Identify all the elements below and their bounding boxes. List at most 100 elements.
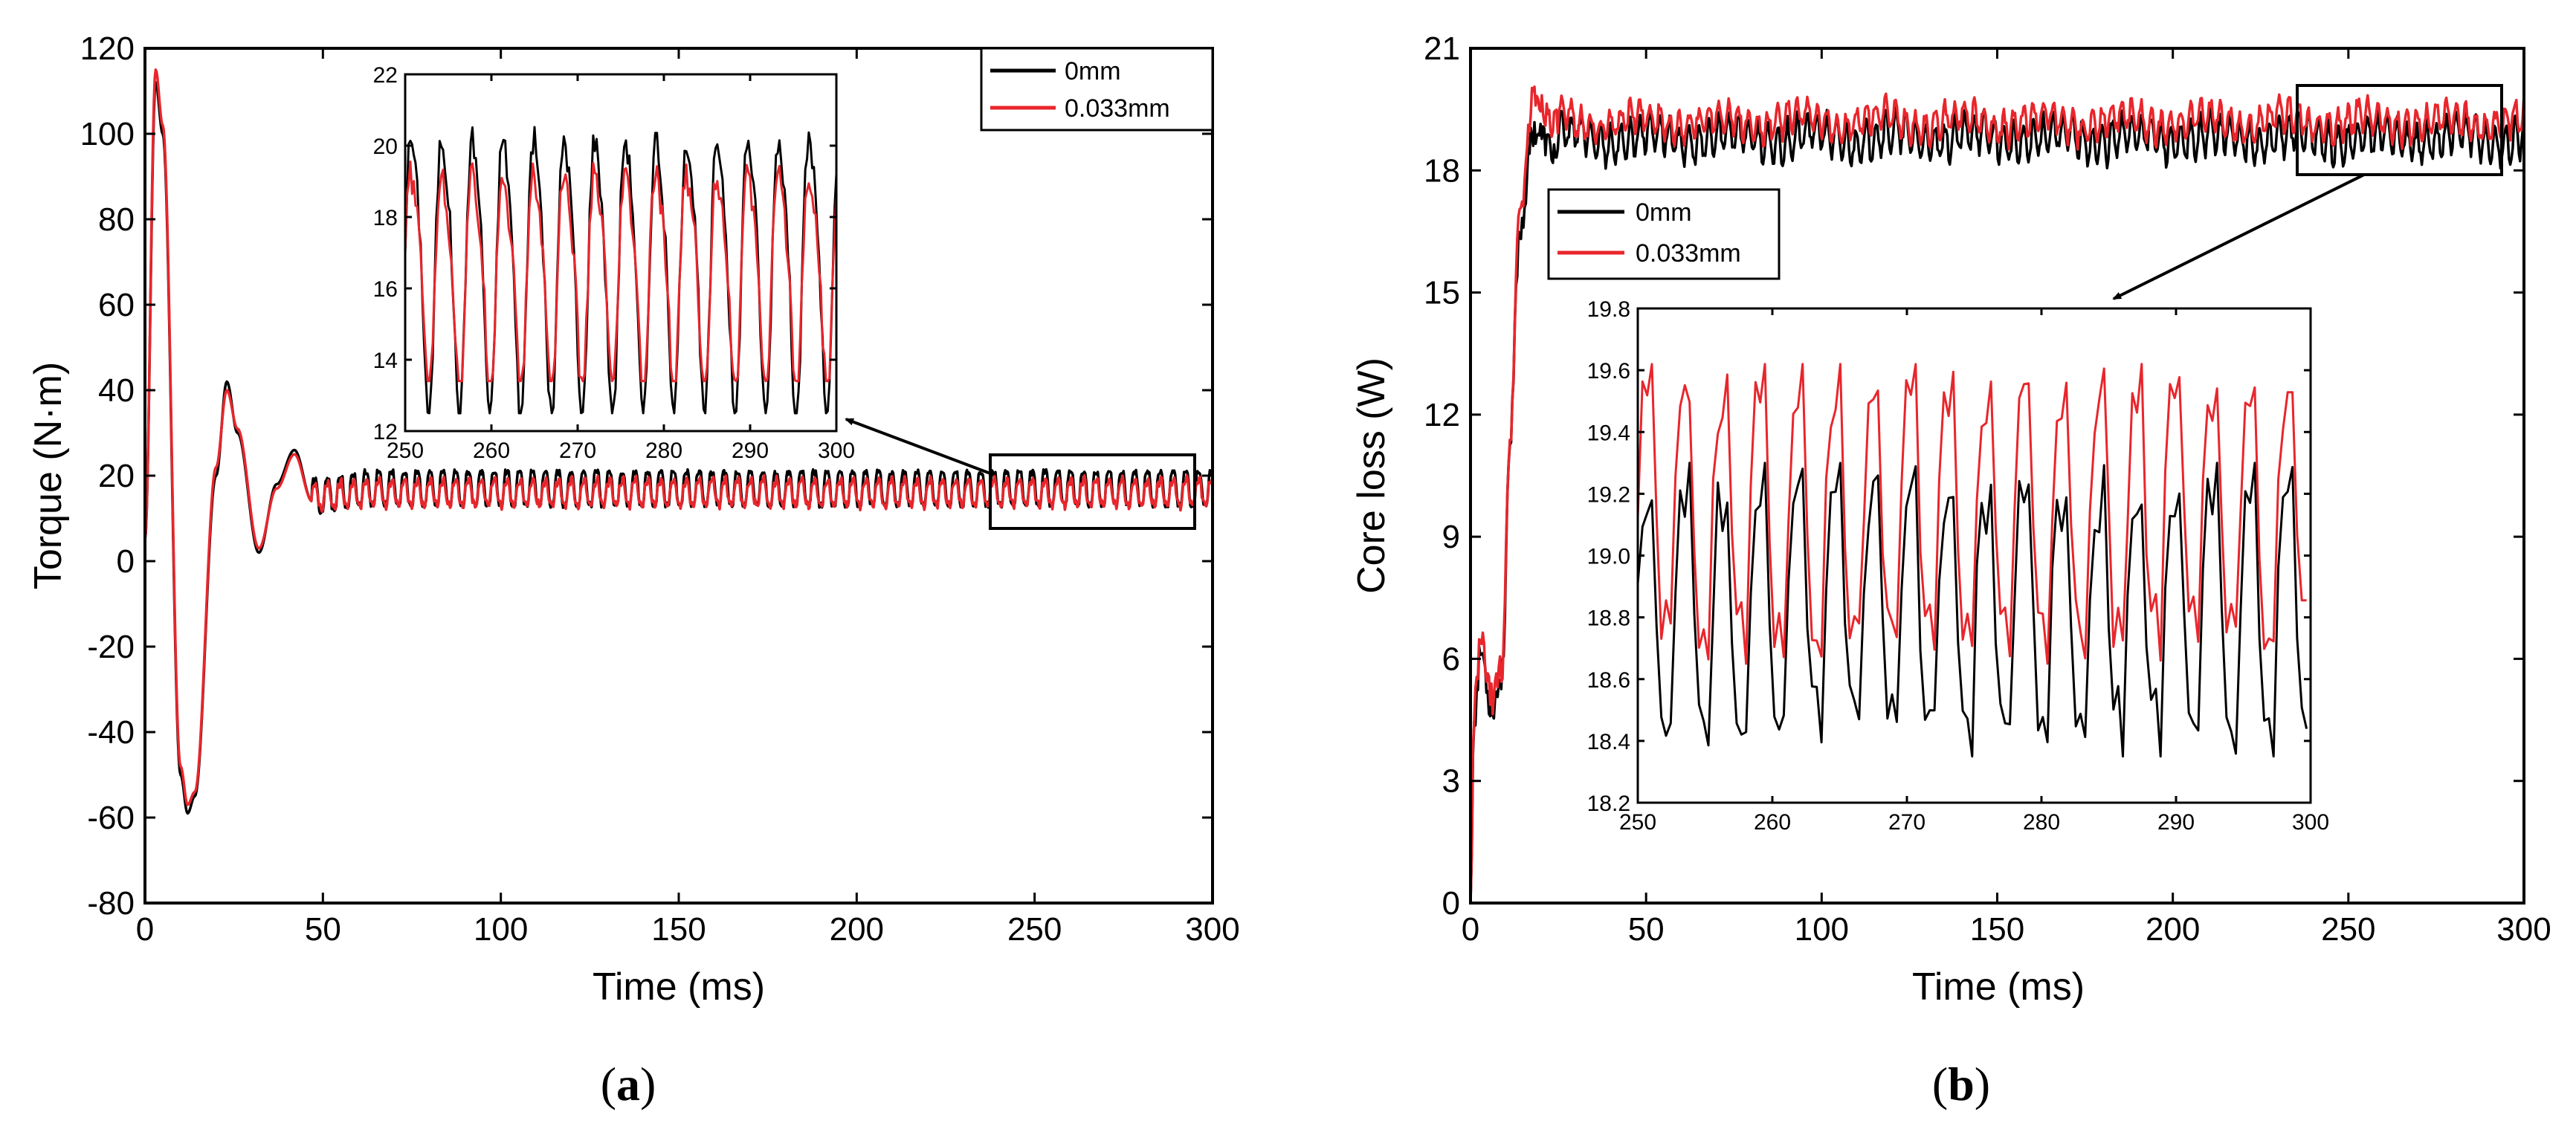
panel-a-x-tick-label: 200 xyxy=(830,911,884,948)
panel-b-inset-y-tick-label: 18.2 xyxy=(1587,792,1630,816)
panel-a-x-tick-label: 50 xyxy=(305,911,341,948)
panel-b-y-tick-label: 12 xyxy=(1424,397,1460,433)
panel-b-inset-y-tick-label: 18.8 xyxy=(1587,606,1630,631)
panel-b-caption-letter: b xyxy=(1948,1058,1975,1110)
panel-a-legend-label-0mm: 0mm xyxy=(1065,57,1121,85)
panel-b-y-tick-label: 0 xyxy=(1442,885,1460,922)
panel-b-inset-y-axis: 18.2 18.4 18.6 18.8 19.0 19.2 19.4 19.6 19.8 xyxy=(1587,297,2311,816)
panel-b-legend: 0mm 0.033mm xyxy=(1547,188,1781,280)
panel-a-inset-0mm-line xyxy=(404,126,838,415)
panel-a-caption: (a) xyxy=(601,1058,656,1110)
panel-b-zoom-arrow xyxy=(2112,173,2365,300)
panel-b-y-tick-label: 21 xyxy=(1424,30,1460,67)
panel-b-inset-y-tick-label: 18.6 xyxy=(1587,668,1630,693)
panel-a-y-tick-label: 80 xyxy=(98,201,135,238)
panel-a-x-label: Time (ms) xyxy=(593,965,765,1009)
panel-b-y-tick-label: 15 xyxy=(1424,275,1460,311)
panel-a-inset-x-tick-label: 250 xyxy=(387,439,424,463)
panel-b-series-0033mm-line xyxy=(1469,85,2525,904)
panel-b-legend-box xyxy=(1547,188,1781,280)
panel-b-x-axis: 0 50 100 150 200 250 300 xyxy=(1462,48,2551,948)
panel-a-x-tick-label: 150 xyxy=(651,911,706,948)
panel-b-inset-y-tick-label: 19.4 xyxy=(1587,421,1630,445)
panel-b-y-tick-label: 6 xyxy=(1442,641,1460,677)
panel-a-y-tick-label: 60 xyxy=(98,287,135,323)
panel-a-inset-x-axis: 250 260 270 280 290 300 xyxy=(387,74,855,463)
panel-b-series-0mm-line xyxy=(1469,104,2525,904)
panel-a-inset-y-tick-label: 14 xyxy=(373,349,398,373)
panel-a-legend-label-0033mm: 0.033mm xyxy=(1065,94,1170,123)
panel-a-inset-y-tick-label: 20 xyxy=(373,135,398,159)
panel-a-x-tick-label: 100 xyxy=(474,911,528,948)
panel-b-inset-x-tick-label: 250 xyxy=(1619,810,1656,835)
panel-b-zoom-box xyxy=(2296,84,2503,176)
panel-b-inset-series xyxy=(1636,363,2308,758)
panel-b-inset-x-tick-label: 270 xyxy=(1888,810,1925,835)
panel-b-x-tick-label: 150 xyxy=(1970,911,2024,948)
panel-b-x-label: Time (ms) xyxy=(1912,965,2085,1009)
panel-a-inset-x-tick-label: 300 xyxy=(818,439,855,463)
panel-b-inset-y-tick-label: 18.4 xyxy=(1587,730,1630,754)
panel-b-inset-x-axis: 250 260 270 280 290 300 xyxy=(1619,308,2329,835)
panel-a-inset-y-tick-label: 16 xyxy=(373,277,398,302)
panel-a-caption-letter: a xyxy=(616,1058,640,1110)
panel-b-legend-label-0mm: 0mm xyxy=(1636,198,1692,227)
panel-a-zoom-box xyxy=(989,453,1196,530)
panel-a-y-tick-label: 40 xyxy=(98,372,135,409)
panel-a-y-label: Torque (N·m) xyxy=(27,362,70,589)
panel-a-chart: 0 50 100 150 200 250 300 -80 -60 -40 -20 0 20 40 60 80… xyxy=(27,30,1240,1110)
panel-a-inset-x-tick-label: 290 xyxy=(732,439,769,463)
panel-b-legend-label-0033mm: 0.033mm xyxy=(1636,239,1741,268)
panel-a-inset-x-tick-label: 280 xyxy=(645,439,682,463)
panel-b-x-tick-label: 200 xyxy=(2146,911,2200,948)
panel-a-series-0033mm-line xyxy=(143,68,1214,806)
panel-b-series-group xyxy=(1469,85,2525,904)
panel-b-inset-0mm-line xyxy=(1636,462,2308,758)
panel-a-x-tick-label: 300 xyxy=(1185,911,1239,948)
panel-a-inset-y-tick-label: 12 xyxy=(373,420,398,444)
panel-a-x-tick-label: 250 xyxy=(1007,911,1062,948)
panel-a-zoom-arrow xyxy=(845,418,991,475)
panel-b-y-tick-label: 9 xyxy=(1442,519,1460,555)
panel-b-chart: 0 50 100 150 200 250 300 0 3 6 9 12 15 18 21 Time (ms… xyxy=(1350,30,2551,1110)
panel-a-x-axis: 0 50 100 150 200 250 300 xyxy=(136,48,1240,948)
panel-a-y-axis: -80 -60 -40 -20 0 20 40 60 80 100 120 xyxy=(80,30,1213,922)
panel-a-legend: 0mm 0.033mm xyxy=(980,47,1214,132)
panel-b-x-tick-label: 50 xyxy=(1628,911,1665,948)
panel-b-x-tick-label: 250 xyxy=(2321,911,2375,948)
panel-a-x-tick-label: 0 xyxy=(136,911,154,948)
panel-b-caption: (b) xyxy=(1932,1058,1990,1110)
panel-a-inset-y-tick-label: 22 xyxy=(373,63,398,88)
panel-a-inset-series xyxy=(404,126,838,415)
panel-a-y-tick-label: 100 xyxy=(80,116,135,152)
panel-a-inset-0033mm-line xyxy=(404,161,838,383)
panel-a-y-tick-label: 120 xyxy=(80,30,135,67)
panel-b-y-axis: 0 3 6 9 12 15 18 21 xyxy=(1424,30,2524,922)
panel-b-y-tick-label: 3 xyxy=(1442,763,1460,800)
panel-a-inset-y-tick-label: 18 xyxy=(373,206,398,230)
panel-a-y-tick-label: 20 xyxy=(98,458,135,494)
panel-b-y-label: Core loss (W) xyxy=(1350,357,1393,594)
panel-b-inset-x-tick-label: 290 xyxy=(2157,810,2195,835)
panel-a-inset-x-tick-label: 260 xyxy=(473,439,510,463)
panel-a-legend-box xyxy=(980,47,1214,132)
panel-b-inset-x-tick-label: 300 xyxy=(2292,810,2329,835)
panel-a-series-group xyxy=(143,68,1214,815)
panel-b-inset-y-tick-label: 19.6 xyxy=(1587,359,1630,384)
panel-b-x-tick-label: 300 xyxy=(2496,911,2551,948)
panel-b-x-tick-label: 0 xyxy=(1462,911,1479,948)
panel-b-inset-x-tick-label: 280 xyxy=(2023,810,2060,835)
panel-a-inset-frame xyxy=(404,73,838,433)
panel-a-y-tick-label: -60 xyxy=(87,800,135,836)
panel-b-y-tick-label: 18 xyxy=(1424,152,1460,189)
panel-a-inset-y-axis: 12 14 16 18 20 22 xyxy=(373,63,836,444)
panel-b-inset-0033mm-line xyxy=(1636,363,2307,665)
panel-b-inset-y-tick-label: 19.2 xyxy=(1587,482,1630,507)
panel-a-y-tick-label: -80 xyxy=(87,885,135,922)
panel-b-inset-x-tick-label: 260 xyxy=(1754,810,1791,835)
panel-b-x-tick-label: 100 xyxy=(1795,911,1849,948)
panel-b-inset-y-tick-label: 19.8 xyxy=(1587,297,1630,322)
panel-a-inset-x-tick-label: 270 xyxy=(559,439,596,463)
panel-a-y-tick-label: -20 xyxy=(87,629,135,665)
